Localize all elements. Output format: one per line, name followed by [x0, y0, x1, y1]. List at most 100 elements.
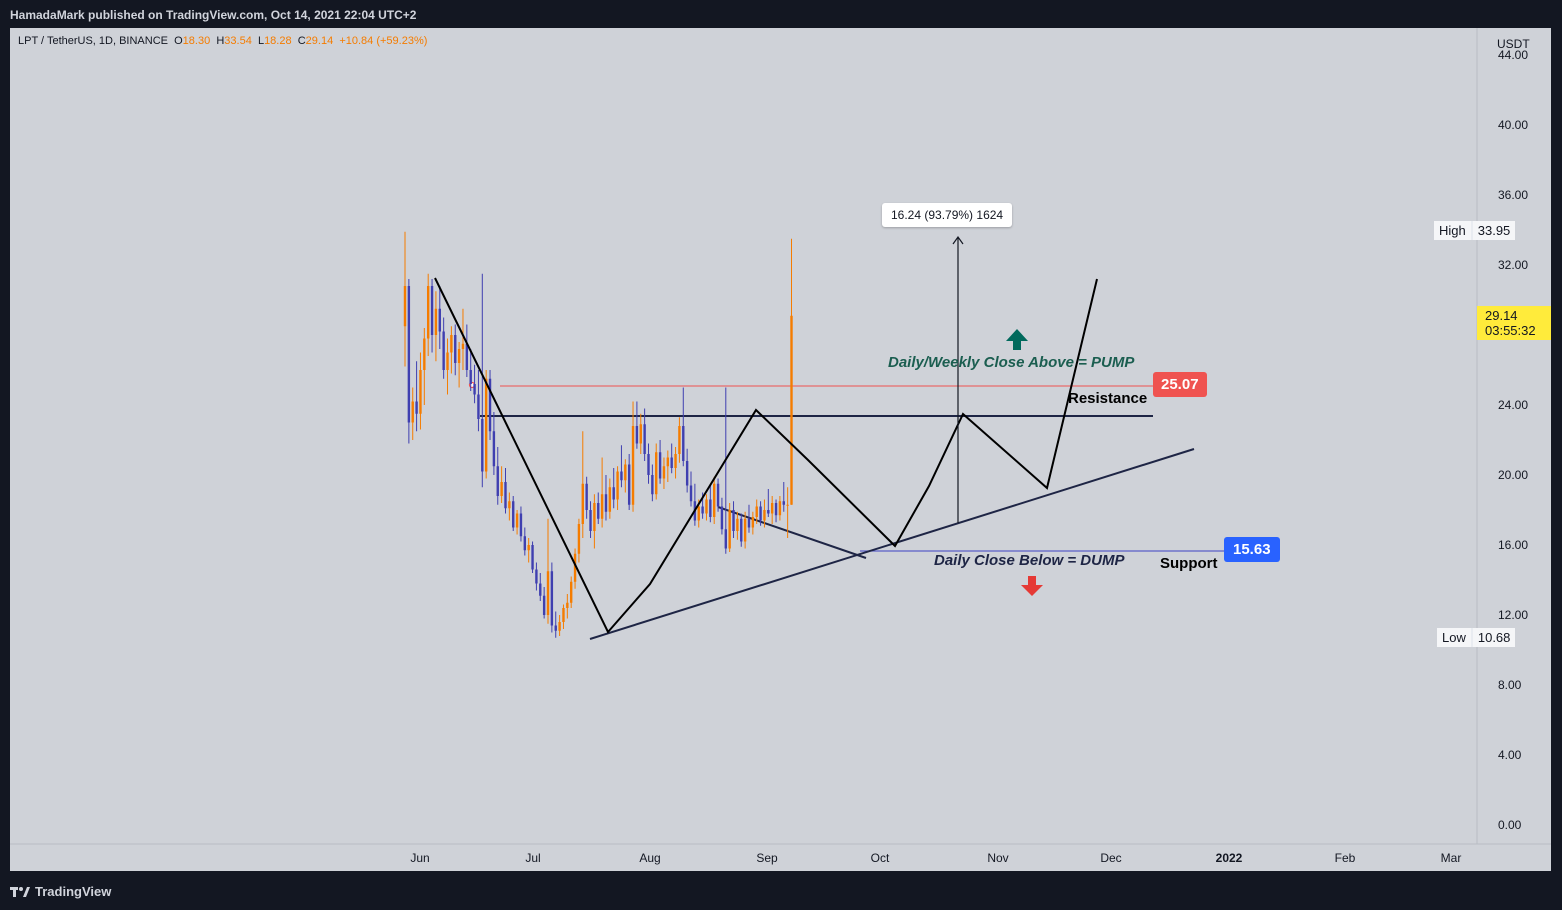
candle-body[interactable]	[484, 378, 488, 472]
candle-body[interactable]	[662, 466, 666, 479]
candle-body[interactable]	[465, 343, 469, 370]
candle-body[interactable]	[782, 501, 785, 505]
candle-body[interactable]	[701, 506, 704, 514]
candle-body[interactable]	[566, 602, 569, 608]
candle-body[interactable]	[589, 510, 592, 531]
candle-body[interactable]	[423, 338, 426, 371]
candle-body[interactable]	[778, 501, 782, 516]
candle-body[interactable]	[724, 529, 727, 549]
time-axis[interactable]: Jun Jul Aug Sep Oct Nov Dec 2022 Feb Mar	[410, 851, 1461, 865]
candle-body[interactable]	[461, 343, 465, 349]
candle-body[interactable]	[790, 315, 793, 505]
candle-body[interactable]	[604, 494, 608, 512]
candle-body[interactable]	[562, 608, 565, 622]
candle-body[interactable]	[713, 483, 716, 517]
candle-body[interactable]	[442, 331, 445, 371]
candle-body[interactable]	[763, 510, 766, 521]
candle-body[interactable]	[593, 503, 596, 531]
candle-body[interactable]	[550, 571, 554, 626]
candle-body[interactable]	[770, 503, 774, 514]
candle-body[interactable]	[600, 494, 604, 519]
candle-body[interactable]	[577, 524, 581, 554]
candle-body[interactable]	[643, 424, 646, 454]
candle-body[interactable]	[740, 518, 743, 542]
candle-body[interactable]	[500, 482, 503, 496]
price-axis[interactable]: 44.00 40.00 36.00 32.00 24.00 20.00 16.00 12.00…	[1498, 48, 1528, 832]
candle-body[interactable]	[639, 424, 642, 444]
candle-body[interactable]	[488, 378, 492, 432]
support-annotation[interactable]: Support	[1160, 555, 1218, 572]
candle-body[interactable]	[624, 464, 627, 481]
candle-body[interactable]	[523, 536, 527, 551]
candle-body[interactable]	[585, 483, 588, 510]
candle-body[interactable]	[434, 308, 438, 335]
candle-body[interactable]	[415, 401, 418, 414]
candle-body[interactable]	[419, 370, 422, 414]
candle-body[interactable]	[512, 501, 515, 528]
wedge-lower-line[interactable]	[717, 506, 867, 559]
dump-annotation[interactable]: Daily Close Below = DUMP	[934, 552, 1125, 569]
candle-body[interactable]	[651, 475, 654, 495]
candle-body[interactable]	[481, 419, 484, 472]
candle-body[interactable]	[457, 349, 461, 363]
candle-body[interactable]	[627, 464, 631, 505]
candle-body[interactable]	[426, 286, 430, 339]
candle-body[interactable]	[647, 454, 650, 475]
candle-body[interactable]	[655, 452, 658, 495]
candle-body[interactable]	[612, 487, 615, 500]
candle-body[interactable]	[469, 370, 472, 384]
candle-body[interactable]	[767, 510, 770, 514]
candle-body[interactable]	[666, 457, 670, 467]
candle-body[interactable]	[477, 394, 480, 420]
candle-body[interactable]	[542, 595, 546, 615]
candle-body[interactable]	[407, 286, 411, 423]
candle-body[interactable]	[554, 625, 557, 631]
candle-body[interactable]	[705, 499, 708, 514]
candle-body[interactable]	[527, 545, 530, 551]
candle-body[interactable]	[631, 426, 635, 505]
candle-body[interactable]	[635, 426, 639, 444]
candle-body[interactable]	[597, 503, 600, 519]
candle-body[interactable]	[709, 499, 712, 518]
candle-body[interactable]	[446, 352, 449, 371]
candle-body[interactable]	[732, 510, 735, 531]
candle-body[interactable]	[786, 504, 789, 506]
candle-body[interactable]	[535, 569, 538, 584]
candlestick-series[interactable]	[403, 231, 793, 638]
candle-body[interactable]	[716, 483, 720, 507]
candle-body[interactable]	[743, 518, 747, 542]
candle-body[interactable]	[438, 308, 441, 332]
candle-body[interactable]	[678, 426, 681, 454]
candle-body[interactable]	[546, 571, 550, 615]
candle-body[interactable]	[411, 401, 414, 423]
candle-body[interactable]	[620, 471, 623, 481]
candle-body[interactable]	[720, 506, 724, 530]
chart-area[interactable]: 44.00 40.00 36.00 32.00 24.00 20.00 16.00 12.00…	[10, 28, 1551, 871]
candle-body[interactable]	[581, 483, 584, 524]
candle-body[interactable]	[492, 431, 496, 467]
candle-body[interactable]	[508, 501, 511, 509]
candle-body[interactable]	[430, 286, 434, 335]
chart-canvas[interactable]: 44.00 40.00 36.00 32.00 24.00 20.00 16.00 12.00…	[10, 28, 1551, 871]
candle-body[interactable]	[674, 454, 677, 468]
price-path-drawing[interactable]	[434, 277, 1098, 634]
candle-body[interactable]	[608, 487, 612, 512]
candle-body[interactable]	[759, 506, 762, 521]
candle-body[interactable]	[573, 553, 577, 582]
candle-body[interactable]	[616, 471, 619, 500]
candle-body[interactable]	[569, 581, 573, 603]
candle-body[interactable]	[751, 517, 755, 528]
candle-body[interactable]	[558, 622, 561, 631]
candle-body[interactable]	[515, 513, 519, 528]
candle-body[interactable]	[519, 513, 523, 537]
candle-body[interactable]	[685, 461, 689, 486]
resistance-annotation[interactable]: Resistance	[1068, 390, 1148, 407]
candle-body[interactable]	[755, 506, 758, 518]
candle-body[interactable]	[774, 503, 778, 516]
candle-body[interactable]	[539, 583, 542, 596]
tradingview-brand[interactable]: TradingView	[10, 884, 111, 899]
candle-body[interactable]	[747, 518, 751, 528]
candle-body[interactable]	[454, 335, 457, 363]
candle-body[interactable]	[689, 485, 693, 502]
pump-annotation[interactable]: Daily/Weekly Close Above = PUMP	[888, 354, 1135, 371]
